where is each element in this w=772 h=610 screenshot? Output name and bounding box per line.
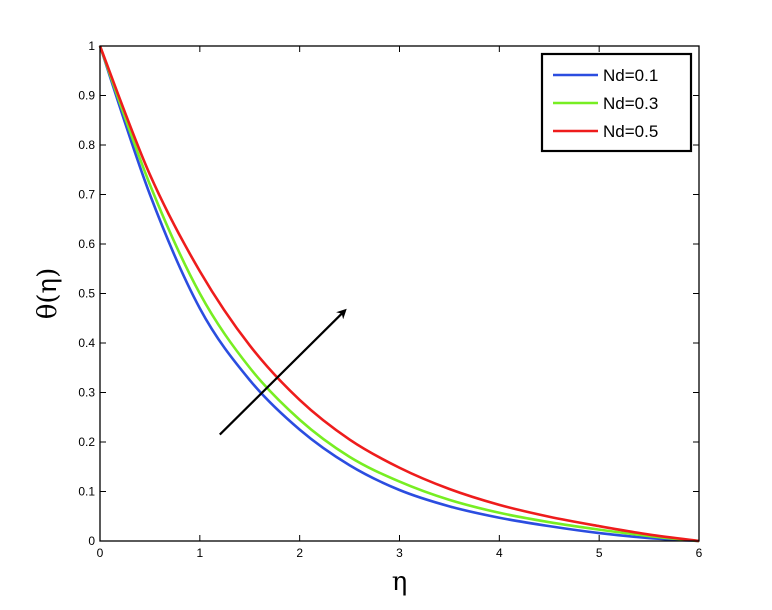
x-tick-label: 5	[596, 546, 603, 560]
y-tick-label: 1	[88, 39, 95, 53]
y-tick-label: 0.3	[78, 386, 95, 400]
annotations	[219, 308, 347, 436]
y-tick-label: 0.2	[78, 435, 95, 449]
legend-label-2: Nd=0.3	[603, 94, 658, 113]
x-tick-label: 6	[696, 546, 703, 560]
legend: Nd=0.1 Nd=0.3 Nd=0.5	[540, 52, 693, 153]
y-tick-label: 0.5	[78, 287, 95, 301]
trend-arrow-1	[219, 308, 347, 436]
tick-labels: 0 1 2 3 4 5 6 0 0.1 0.2 0.3 0.4 0.5 0.6 0.7 0.8 0.9 1	[78, 39, 702, 560]
series-line-3	[98, 45, 700, 543]
y-axis-label: θ(η)	[33, 268, 63, 320]
axis-ticks	[99, 45, 700, 542]
y-tick-label: 0.9	[78, 89, 95, 103]
y-tick-label: 0.6	[78, 237, 95, 251]
x-tick-label: 2	[296, 546, 303, 560]
y-tick-label: 0.4	[78, 336, 95, 350]
x-axis-label: η	[392, 567, 408, 597]
x-tick-label: 3	[396, 546, 403, 560]
series-lines	[98, 45, 700, 543]
x-tick-label: 1	[196, 546, 203, 560]
y-tick-label: 0.8	[78, 138, 95, 152]
x-tick-label: 0	[97, 546, 104, 560]
y-tick-label: 0	[88, 534, 95, 548]
x-tick-label: 4	[496, 546, 503, 560]
series-line-2	[98, 45, 700, 543]
legend-label-3: Nd=0.5	[603, 122, 658, 141]
series-line-1	[98, 45, 700, 543]
legend-label-1: Nd=0.1	[603, 66, 658, 85]
y-tick-label: 0.7	[78, 188, 95, 202]
y-tick-label: 0.1	[78, 485, 95, 499]
